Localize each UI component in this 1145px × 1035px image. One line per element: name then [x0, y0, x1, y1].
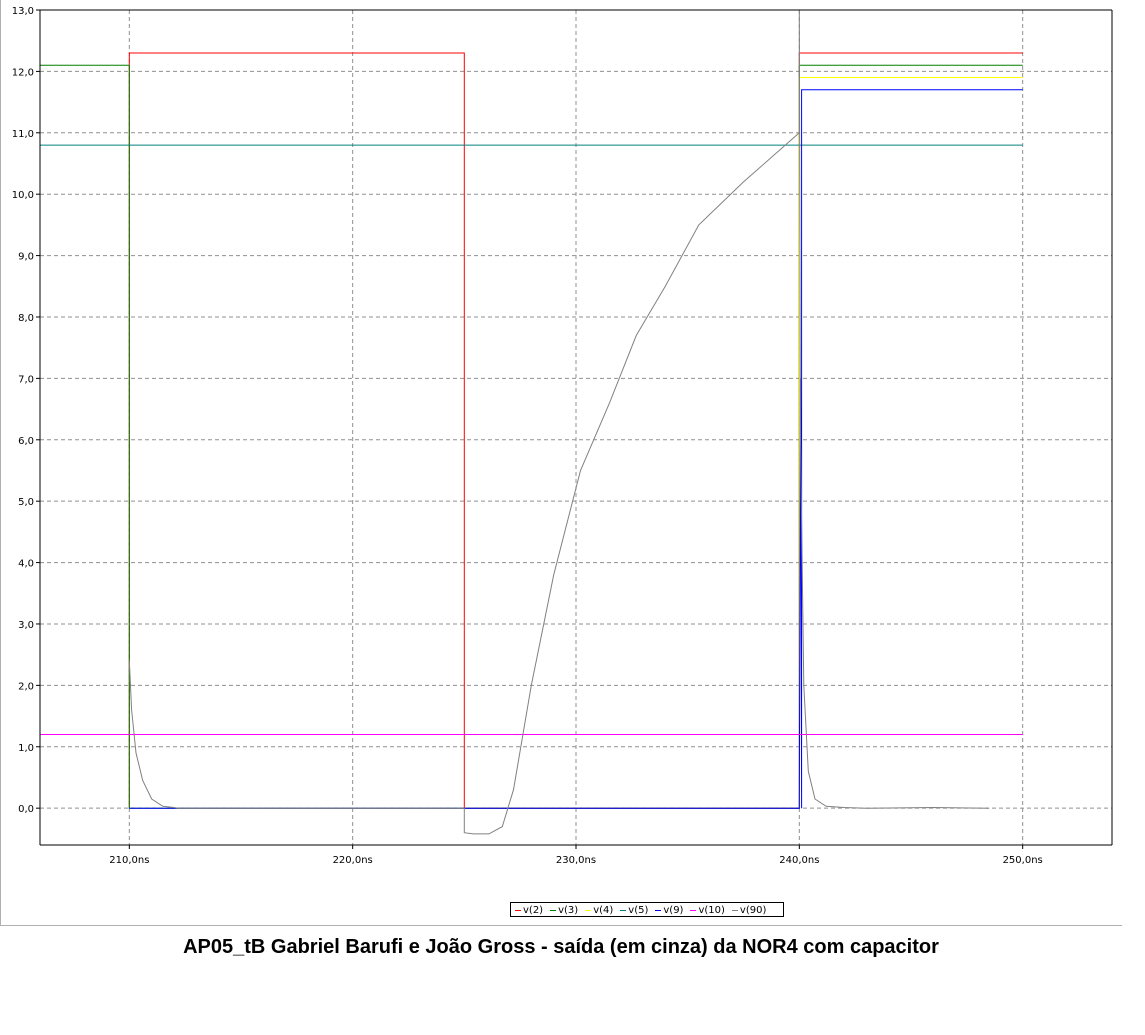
legend-label: v(3)	[558, 905, 579, 916]
y-tick-label-9: 9,0	[18, 252, 34, 263]
y-tick-label-6: 6,0	[18, 436, 34, 447]
legend-label: v(9)	[663, 905, 684, 916]
legend-label: v(4)	[593, 905, 614, 916]
y-tick-label-2: 2,0	[18, 681, 34, 692]
x-tick-label-0: 210,0ns	[109, 855, 149, 866]
x-tick-label-3: 240,0ns	[779, 855, 819, 866]
y-tick-label-1: 1,0	[18, 743, 34, 754]
x-tick-label-1: 220,0ns	[333, 855, 373, 866]
legend-swatch	[655, 909, 662, 911]
y-tick-label-7: 7,0	[18, 374, 34, 385]
legend-label: v(2)	[523, 905, 544, 916]
x-tick-label-4: 250,0ns	[1003, 855, 1043, 866]
legend-item-v(5): v(5)	[620, 903, 648, 918]
legend-swatch	[515, 909, 521, 911]
x-tick-label-2: 230,0ns	[556, 855, 596, 866]
y-tick-label-8: 8,0	[18, 313, 34, 324]
legend-label: v(10)	[698, 905, 725, 916]
series-line-v(3)	[40, 64, 1023, 809]
legend-swatch	[731, 909, 738, 911]
series-line-v(4)	[798, 77, 1023, 809]
series-group	[40, 9, 1023, 835]
y-tick-label-3: 3,0	[18, 620, 34, 631]
legend-label: v(90)	[739, 905, 767, 916]
plot-area	[0, 0, 1122, 926]
legend-item-v(4): v(4)	[585, 903, 613, 918]
series-line-v(90)	[128, 9, 990, 835]
series-line-v(9)	[129, 89, 1023, 809]
chart-caption: AP05_tB Gabriel Barufi e João Gross - sa…	[183, 936, 939, 958]
legend-item-v(2): v(2)	[515, 903, 543, 918]
legend-item-v(9): v(9)	[655, 903, 683, 918]
legend: v(2) v(3) v(4) v(5) v(9) v(10) v(90)	[510, 902, 784, 917]
grid	[40, 9, 1112, 845]
y-tick-label-11: 11,0	[12, 129, 34, 140]
legend-swatch	[690, 909, 697, 911]
y-tick-label-4: 4,0	[18, 559, 34, 570]
legend-swatch	[620, 909, 627, 911]
legend-item-v(90): v(90)	[731, 903, 767, 918]
y-tick-label-12: 12,0	[12, 67, 34, 78]
y-tick-label-13: 13,0	[12, 6, 34, 17]
legend-item-v(3): v(3)	[550, 903, 578, 918]
y-tick-label-10: 10,0	[12, 190, 34, 201]
legend-label: v(5)	[628, 905, 649, 916]
y-tick-label-5: 5,0	[18, 497, 34, 508]
legend-swatch	[585, 909, 592, 911]
axes: 210,0ns 220,0ns 230,0ns 240,0ns 250,0ns 0,0 1,…	[12, 6, 1113, 866]
y-tick-label-0: 0,0	[18, 804, 34, 815]
legend-item-v(10): v(10)	[690, 903, 725, 918]
legend-swatch	[550, 909, 557, 911]
